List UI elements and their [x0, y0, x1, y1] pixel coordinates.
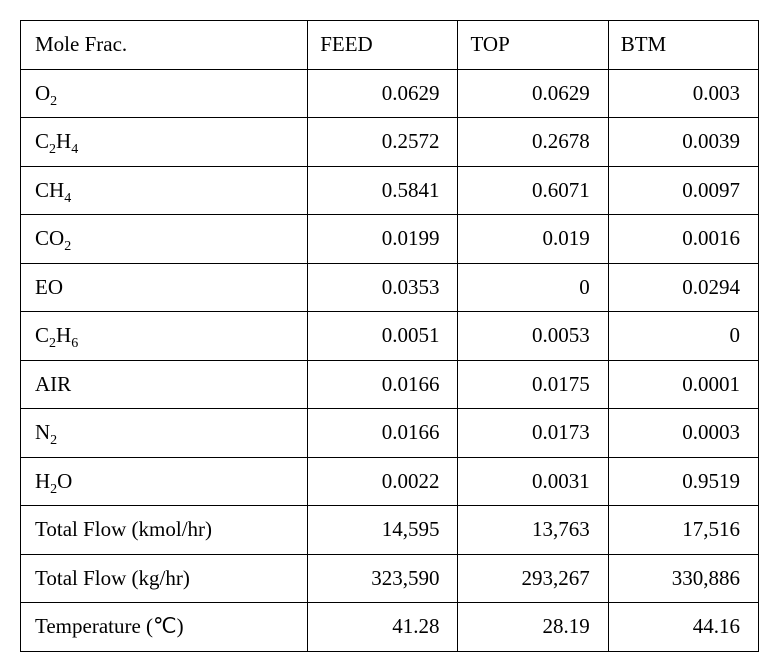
row-label: Total Flow (kmol/hr)	[21, 506, 308, 555]
row-top-value: 0.6071	[458, 166, 608, 215]
row-feed-value: 41.28	[308, 603, 458, 652]
row-label: O2	[21, 69, 308, 118]
row-feed-value: 323,590	[308, 554, 458, 603]
row-top-value: 28.19	[458, 603, 608, 652]
row-feed-value: 0.0199	[308, 215, 458, 264]
header-btm: BTM	[608, 21, 758, 70]
table-row: C2H60.00510.00530	[21, 312, 759, 361]
table-row: CO20.01990.0190.0016	[21, 215, 759, 264]
row-btm-value: 0.9519	[608, 457, 758, 506]
table-row: CH40.58410.60710.0097	[21, 166, 759, 215]
row-top-value: 0	[458, 263, 608, 312]
row-btm-value: 0.0001	[608, 360, 758, 409]
row-label: C2H4	[21, 118, 308, 167]
header-label: Mole Frac.	[21, 21, 308, 70]
table-row: EO0.035300.0294	[21, 263, 759, 312]
row-label: N2	[21, 409, 308, 458]
table-row: H2O0.00220.00310.9519	[21, 457, 759, 506]
row-top-value: 0.019	[458, 215, 608, 264]
row-feed-value: 0.0166	[308, 360, 458, 409]
table-row: Total Flow (kmol/hr)14,59513,76317,516	[21, 506, 759, 555]
table-row: AIR0.01660.01750.0001	[21, 360, 759, 409]
row-btm-value: 0.0097	[608, 166, 758, 215]
table-body: Mole Frac. FEED TOP BTM O20.06290.06290.…	[21, 21, 759, 652]
table-row: Temperature (℃)41.2828.1944.16	[21, 603, 759, 652]
table-row: Total Flow (kg/hr)323,590293,267330,886	[21, 554, 759, 603]
row-feed-value: 0.0166	[308, 409, 458, 458]
row-btm-value: 330,886	[608, 554, 758, 603]
row-top-value: 0.0173	[458, 409, 608, 458]
table-row: C2H40.25720.26780.0039	[21, 118, 759, 167]
row-label: Temperature (℃)	[21, 603, 308, 652]
row-label: AIR	[21, 360, 308, 409]
row-feed-value: 0.5841	[308, 166, 458, 215]
row-top-value: 0.0031	[458, 457, 608, 506]
row-btm-value: 0.0039	[608, 118, 758, 167]
row-btm-value: 44.16	[608, 603, 758, 652]
row-btm-value: 0.003	[608, 69, 758, 118]
row-label: H2O	[21, 457, 308, 506]
table-header-row: Mole Frac. FEED TOP BTM	[21, 21, 759, 70]
mole-fraction-table: Mole Frac. FEED TOP BTM O20.06290.06290.…	[20, 20, 759, 652]
row-feed-value: 0.0022	[308, 457, 458, 506]
row-label: CO2	[21, 215, 308, 264]
table-row: N20.01660.01730.0003	[21, 409, 759, 458]
row-btm-value: 0.0016	[608, 215, 758, 264]
row-feed-value: 0.0353	[308, 263, 458, 312]
row-label: C2H6	[21, 312, 308, 361]
row-feed-value: 0.2572	[308, 118, 458, 167]
row-label: EO	[21, 263, 308, 312]
row-top-value: 0.0629	[458, 69, 608, 118]
row-feed-value: 14,595	[308, 506, 458, 555]
header-top: TOP	[458, 21, 608, 70]
header-feed: FEED	[308, 21, 458, 70]
row-btm-value: 0	[608, 312, 758, 361]
row-btm-value: 0.0294	[608, 263, 758, 312]
table-row: O20.06290.06290.003	[21, 69, 759, 118]
row-feed-value: 0.0629	[308, 69, 458, 118]
row-btm-value: 0.0003	[608, 409, 758, 458]
row-label: Total Flow (kg/hr)	[21, 554, 308, 603]
row-top-value: 13,763	[458, 506, 608, 555]
row-top-value: 0.0053	[458, 312, 608, 361]
row-top-value: 293,267	[458, 554, 608, 603]
row-top-value: 0.0175	[458, 360, 608, 409]
row-label: CH4	[21, 166, 308, 215]
row-feed-value: 0.0051	[308, 312, 458, 361]
row-top-value: 0.2678	[458, 118, 608, 167]
row-btm-value: 17,516	[608, 506, 758, 555]
